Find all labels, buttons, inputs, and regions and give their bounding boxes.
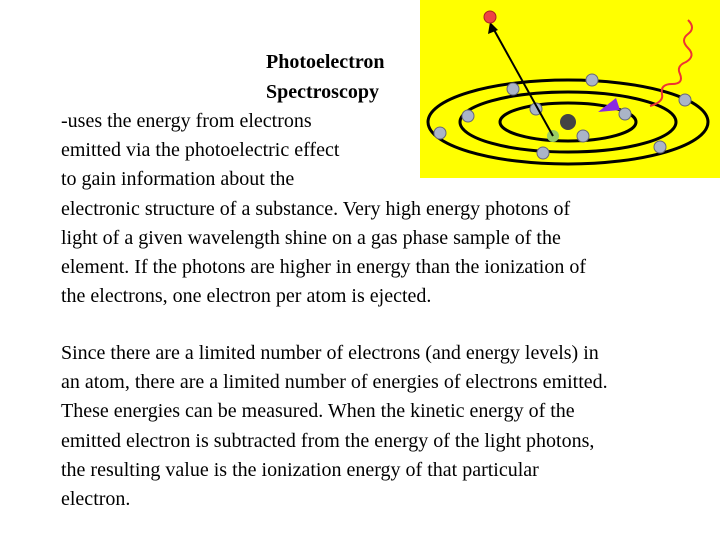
- paragraph-line: electron.: [61, 488, 131, 510]
- atom-diagram: [420, 0, 720, 178]
- paragraph-line: an atom, there are a limited number of e…: [61, 371, 608, 394]
- paragraph-line: Since there are a limited number of elec…: [61, 342, 599, 364]
- paragraph-line: emitted via the photoelectric effect: [61, 139, 340, 162]
- paragraph-line: electronic structure of a substance. Ver…: [61, 197, 571, 220]
- paragraph-line: These energies can be measured. When the…: [61, 400, 575, 423]
- paragraph-line: the electrons, one electron per atom is …: [61, 285, 432, 308]
- paragraph-line: the resulting value is the ionization en…: [61, 458, 539, 481]
- paragraph-line: emitted electron is subtracted from the …: [61, 429, 595, 452]
- title-line: Spectroscopy: [266, 81, 379, 103]
- paragraph-line: -uses the energy from electrons: [61, 110, 312, 132]
- paragraph-line: to gain information about the: [61, 168, 295, 191]
- paragraph-line: element. If the photons are higher in en…: [61, 256, 587, 278]
- paragraph-line: light of a given wavelength shine on a g…: [61, 226, 561, 249]
- title-line: Photoelectron: [266, 51, 385, 73]
